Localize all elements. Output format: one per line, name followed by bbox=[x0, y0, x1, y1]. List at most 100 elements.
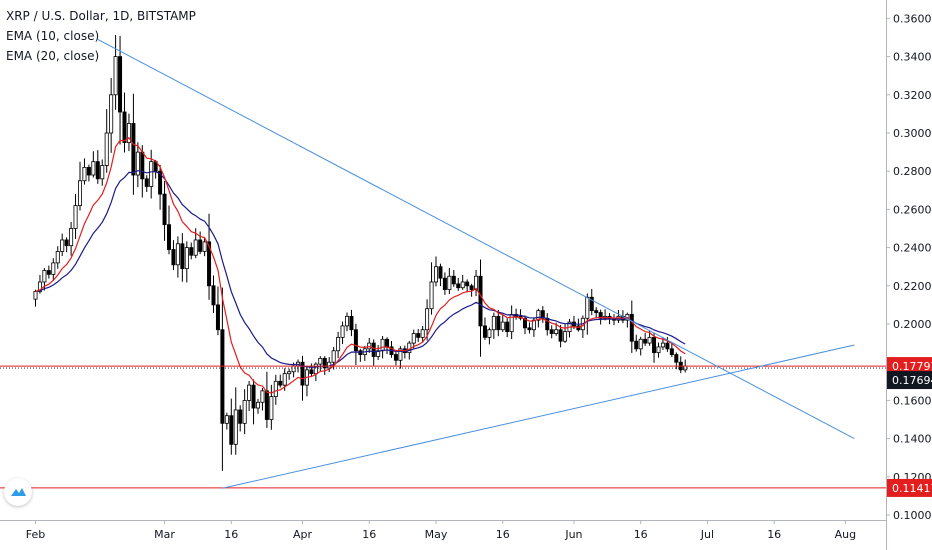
candle bbox=[451, 270, 456, 287]
candle bbox=[416, 329, 421, 343]
candle bbox=[411, 329, 416, 349]
candle bbox=[287, 368, 292, 380]
candle-body bbox=[207, 241, 212, 287]
candle bbox=[425, 299, 430, 341]
candle bbox=[643, 332, 648, 346]
candle bbox=[563, 324, 568, 343]
candle bbox=[118, 35, 123, 145]
candle-body bbox=[460, 281, 465, 289]
level-label-text: 0.17797 bbox=[892, 360, 932, 373]
candle-body bbox=[496, 315, 501, 331]
candle bbox=[158, 164, 163, 210]
candle-body bbox=[456, 283, 461, 289]
candle bbox=[349, 309, 354, 337]
candle bbox=[122, 92, 127, 153]
candle bbox=[549, 325, 554, 339]
tradingview-logo-icon[interactable] bbox=[4, 478, 32, 506]
time-tick-label: Jun bbox=[564, 528, 582, 541]
candle-body bbox=[411, 333, 416, 344]
candle bbox=[78, 161, 83, 211]
candle-body bbox=[349, 315, 354, 331]
candle bbox=[344, 312, 349, 332]
ema-20-line bbox=[35, 170, 686, 368]
candle-body bbox=[469, 285, 474, 291]
candle-body bbox=[643, 338, 648, 344]
level-price-label: 0.11417 bbox=[887, 478, 932, 497]
candle-body bbox=[193, 239, 198, 256]
candle bbox=[367, 337, 372, 353]
candle-body bbox=[175, 243, 180, 266]
candle bbox=[371, 339, 376, 366]
candle-body bbox=[189, 247, 194, 256]
ema-10-legend[interactable]: EMA (10, close) bbox=[6, 29, 100, 43]
candle-body bbox=[282, 373, 287, 386]
candle-body bbox=[91, 161, 96, 176]
candle bbox=[233, 387, 238, 455]
candle-body bbox=[531, 319, 536, 331]
candle-body bbox=[433, 266, 438, 283]
symbol-title[interactable]: XRP / U.S. Dollar, 1D, BITSTAMP bbox=[6, 9, 196, 23]
candle bbox=[527, 322, 532, 334]
price-tick-label: 0.36000 bbox=[893, 12, 932, 25]
candle-body bbox=[224, 415, 229, 424]
candle-body bbox=[669, 348, 674, 355]
candle-body bbox=[380, 338, 385, 352]
candle bbox=[220, 287, 225, 471]
candle-body bbox=[278, 380, 283, 386]
candle-body bbox=[100, 165, 105, 180]
candle bbox=[198, 231, 203, 255]
candle bbox=[260, 387, 265, 411]
candle bbox=[429, 262, 434, 315]
time-tick-label: Mar bbox=[154, 528, 175, 541]
candle-body bbox=[64, 239, 69, 247]
candle bbox=[113, 34, 118, 110]
candle bbox=[135, 142, 140, 188]
candle-body bbox=[594, 310, 599, 313]
candle bbox=[589, 288, 594, 316]
current-price-text: 0.17694 bbox=[892, 374, 932, 387]
candle-body bbox=[451, 275, 456, 285]
candle-body bbox=[42, 270, 47, 283]
candle-body bbox=[238, 409, 243, 424]
candle-body bbox=[376, 350, 381, 357]
candle-body bbox=[634, 340, 639, 350]
candle bbox=[242, 389, 247, 435]
candle bbox=[487, 327, 492, 345]
candle bbox=[269, 384, 274, 430]
candle bbox=[46, 265, 51, 279]
time-tick-label: 16 bbox=[634, 528, 648, 541]
candle-body bbox=[585, 296, 590, 319]
candle bbox=[376, 345, 381, 360]
candle-body bbox=[674, 354, 679, 363]
candle-body bbox=[184, 247, 189, 270]
candle-body bbox=[37, 281, 42, 292]
candle-body bbox=[211, 285, 216, 306]
candle bbox=[211, 275, 216, 313]
candle-body bbox=[86, 166, 91, 176]
candle bbox=[540, 306, 545, 323]
candle-body bbox=[331, 350, 336, 363]
candle-body bbox=[291, 365, 296, 373]
candle-body bbox=[69, 228, 74, 247]
ema-20-legend[interactable]: EMA (20, close) bbox=[6, 49, 100, 63]
candle-body bbox=[447, 275, 452, 291]
candle-body bbox=[51, 262, 56, 275]
candle-body bbox=[665, 342, 670, 350]
candle-body bbox=[309, 369, 314, 375]
ema-10-line bbox=[35, 136, 686, 394]
candle bbox=[393, 350, 398, 366]
trendline bbox=[222, 344, 855, 489]
candle-body bbox=[95, 161, 100, 180]
candle-body bbox=[78, 180, 83, 206]
candle-body bbox=[465, 281, 470, 287]
candle-body bbox=[229, 415, 234, 445]
candle bbox=[478, 259, 483, 357]
candle bbox=[149, 149, 154, 199]
